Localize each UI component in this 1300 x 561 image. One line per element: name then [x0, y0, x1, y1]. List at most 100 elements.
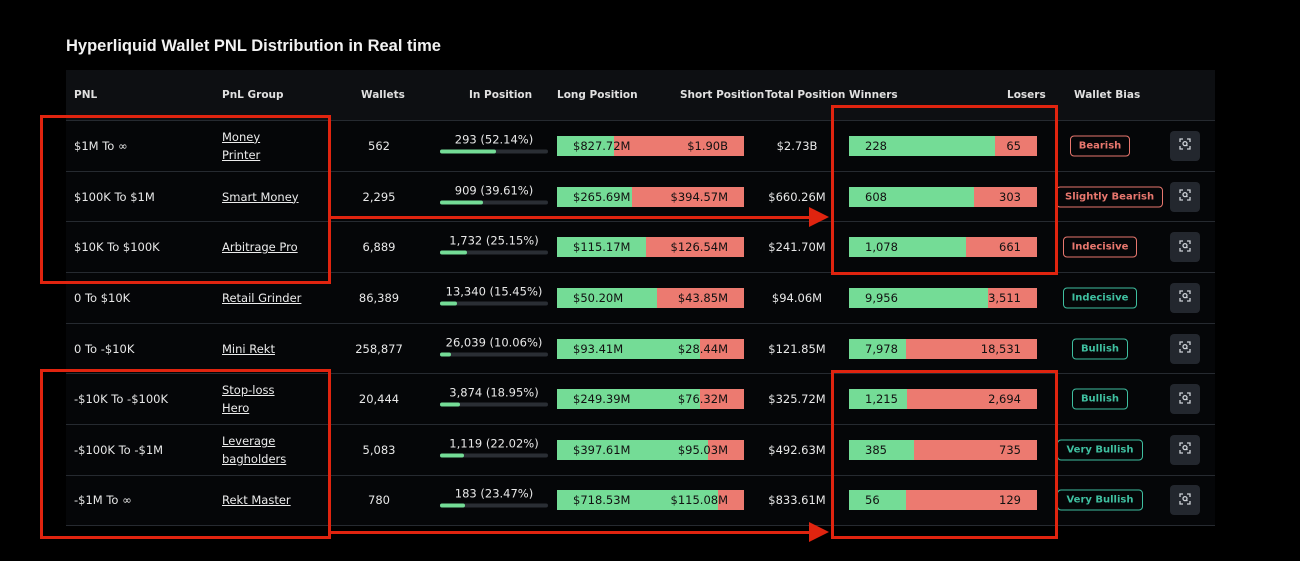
annotation-box	[831, 370, 1058, 539]
long-value: $827.72M	[573, 138, 631, 153]
total-position: $660.26M	[768, 189, 826, 204]
losers-value: 129	[999, 493, 1021, 508]
long-fill	[557, 135, 614, 156]
winners-losers-bar: 385 735	[849, 439, 1037, 460]
table-row: $10K To $100K Arbitrage Pro 6,889 1,732 …	[66, 221, 1215, 273]
pnl-range: $1M To ∞	[74, 138, 128, 153]
table-row: -$100K To -$1M Leverage bagholders 5,083…	[66, 424, 1215, 475]
table-row: 0 To $10K Retail Grinder 86,389 13,340 (…	[66, 272, 1215, 323]
wallet-bias: Bullish	[1056, 338, 1144, 360]
table-row: -$10K To -$100K Stop-loss Hero 20,444 3,…	[66, 373, 1215, 425]
wallet-count: 86,389	[358, 290, 400, 305]
inspect-button[interactable]	[1170, 333, 1200, 364]
bias-badge: Bearish	[1069, 135, 1131, 157]
short-value: $43.85M	[677, 290, 728, 305]
short-value: $95.03M	[677, 442, 728, 457]
in-position: 909 (39.61%)	[440, 183, 548, 205]
table-row: 0 To -$10K Mini Rekt 258,877 26,039 (10.…	[66, 322, 1215, 374]
pnl-group-link[interactable]: Leverage bagholders	[222, 433, 287, 466]
long-fill	[557, 186, 633, 207]
in-position-bar	[440, 200, 548, 205]
scan-search-icon	[1179, 341, 1191, 356]
bias-badge: Slightly Bearish	[1056, 186, 1164, 208]
wallet-count: 6,889	[362, 240, 396, 255]
in-position-fill	[440, 250, 468, 255]
scan-search-icon	[1179, 392, 1191, 407]
inspect-button[interactable]	[1170, 384, 1200, 415]
wallet-count: 5,083	[362, 442, 396, 457]
pnl-range: 0 To $10K	[74, 290, 131, 305]
pnl-group-link[interactable]: Mini Rekt	[222, 341, 275, 356]
winners-value: 228	[865, 138, 887, 153]
wallet-count: 2,295	[362, 189, 396, 204]
long-value: $718.53M	[573, 493, 631, 508]
short-value: $394.57M	[670, 189, 728, 204]
in-position: 3,874 (18.95%)	[440, 386, 548, 407]
col-wallets: Wallets	[361, 89, 405, 101]
winners-losers-bar: 1,215 2,694	[849, 389, 1037, 410]
losers-value: 661	[999, 240, 1021, 255]
wallet-bias: Indecisive	[1056, 236, 1144, 258]
long-short-bar: $249.39M $76.32M	[557, 389, 744, 410]
annotation-arrow	[331, 207, 829, 227]
pnl-range: -$1M To ∞	[74, 493, 132, 508]
in-position-bar	[440, 402, 548, 407]
table-row: -$1M To ∞ Rekt Master 780 183 (23.47%) $…	[66, 474, 1215, 526]
inspect-button[interactable]	[1170, 485, 1200, 516]
in-position-fill	[440, 402, 461, 407]
losers-value: 18,531	[980, 341, 1021, 356]
winners-value: 1,078	[865, 240, 898, 255]
wallet-count: 20,444	[358, 392, 400, 407]
scan-search-icon	[1179, 442, 1191, 457]
scan-search-icon	[1179, 493, 1191, 508]
pnl-group-link[interactable]: Smart Money	[222, 189, 299, 204]
winners-value: 385	[865, 442, 887, 457]
long-short-bar: $93.41M $28.44M	[557, 338, 744, 359]
short-value: $28.44M	[677, 341, 728, 356]
in-position-bar	[440, 149, 548, 154]
pnl-range: $100K To $1M	[74, 189, 155, 204]
inspect-button[interactable]	[1170, 434, 1200, 465]
in-position-bar	[440, 503, 548, 508]
wallet-bias: Bullish	[1056, 388, 1144, 410]
inspect-button[interactable]	[1170, 232, 1200, 263]
wallet-bias: Indecisive	[1056, 287, 1144, 309]
pnl-table: PNL PnL Group Wallets In Position Long P…	[66, 70, 1215, 526]
pnl-group-link[interactable]: Stop-loss Hero	[222, 383, 275, 416]
in-position-value: 1,732 (25.15%)	[449, 233, 539, 248]
long-fill	[557, 338, 701, 359]
pnl-group-link[interactable]: Money Printer	[222, 129, 261, 162]
annotation-box	[40, 369, 331, 539]
inspect-button[interactable]	[1170, 181, 1200, 212]
col-in-position: In Position	[469, 89, 533, 101]
col-group: PnL Group	[222, 89, 284, 101]
in-position-value: 183 (23.47%)	[454, 486, 534, 501]
pnl-group-link[interactable]: Rekt Master	[222, 493, 291, 508]
winners-fill	[849, 237, 966, 258]
short-value: $115.08M	[670, 493, 728, 508]
short-value: $76.32M	[677, 392, 728, 407]
table-row: $100K To $1M Smart Money 2,295 909 (39.6…	[66, 170, 1215, 222]
in-position: 183 (23.47%)	[440, 487, 548, 508]
in-position-fill	[440, 503, 466, 508]
scan-search-icon	[1179, 189, 1191, 204]
winners-value: 9,956	[865, 290, 898, 305]
in-position-value: 909 (39.61%)	[454, 183, 534, 198]
col-total: Total Position	[765, 89, 846, 101]
in-position-bar	[440, 352, 548, 357]
losers-value: 3,511	[988, 290, 1021, 305]
in-position-value: 13,340 (15.45%)	[445, 284, 543, 299]
page-title: Hyperliquid Wallet PNL Distribution in R…	[66, 37, 441, 55]
winners-fill	[849, 490, 906, 511]
in-position-value: 3,874 (18.95%)	[449, 385, 539, 400]
losers-value: 2,694	[988, 392, 1021, 407]
wallet-bias: Slightly Bearish	[1056, 186, 1164, 208]
winners-fill	[849, 186, 975, 207]
pnl-group-link[interactable]: Retail Grinder	[222, 290, 302, 305]
pnl-group-link[interactable]: Arbitrage Pro	[222, 240, 298, 255]
inspect-button[interactable]	[1170, 130, 1200, 161]
short-value: $126.54M	[670, 240, 728, 255]
long-value: $93.41M	[573, 341, 624, 356]
pnl-range: -$10K To -$100K	[74, 392, 169, 407]
inspect-button[interactable]	[1170, 282, 1200, 313]
